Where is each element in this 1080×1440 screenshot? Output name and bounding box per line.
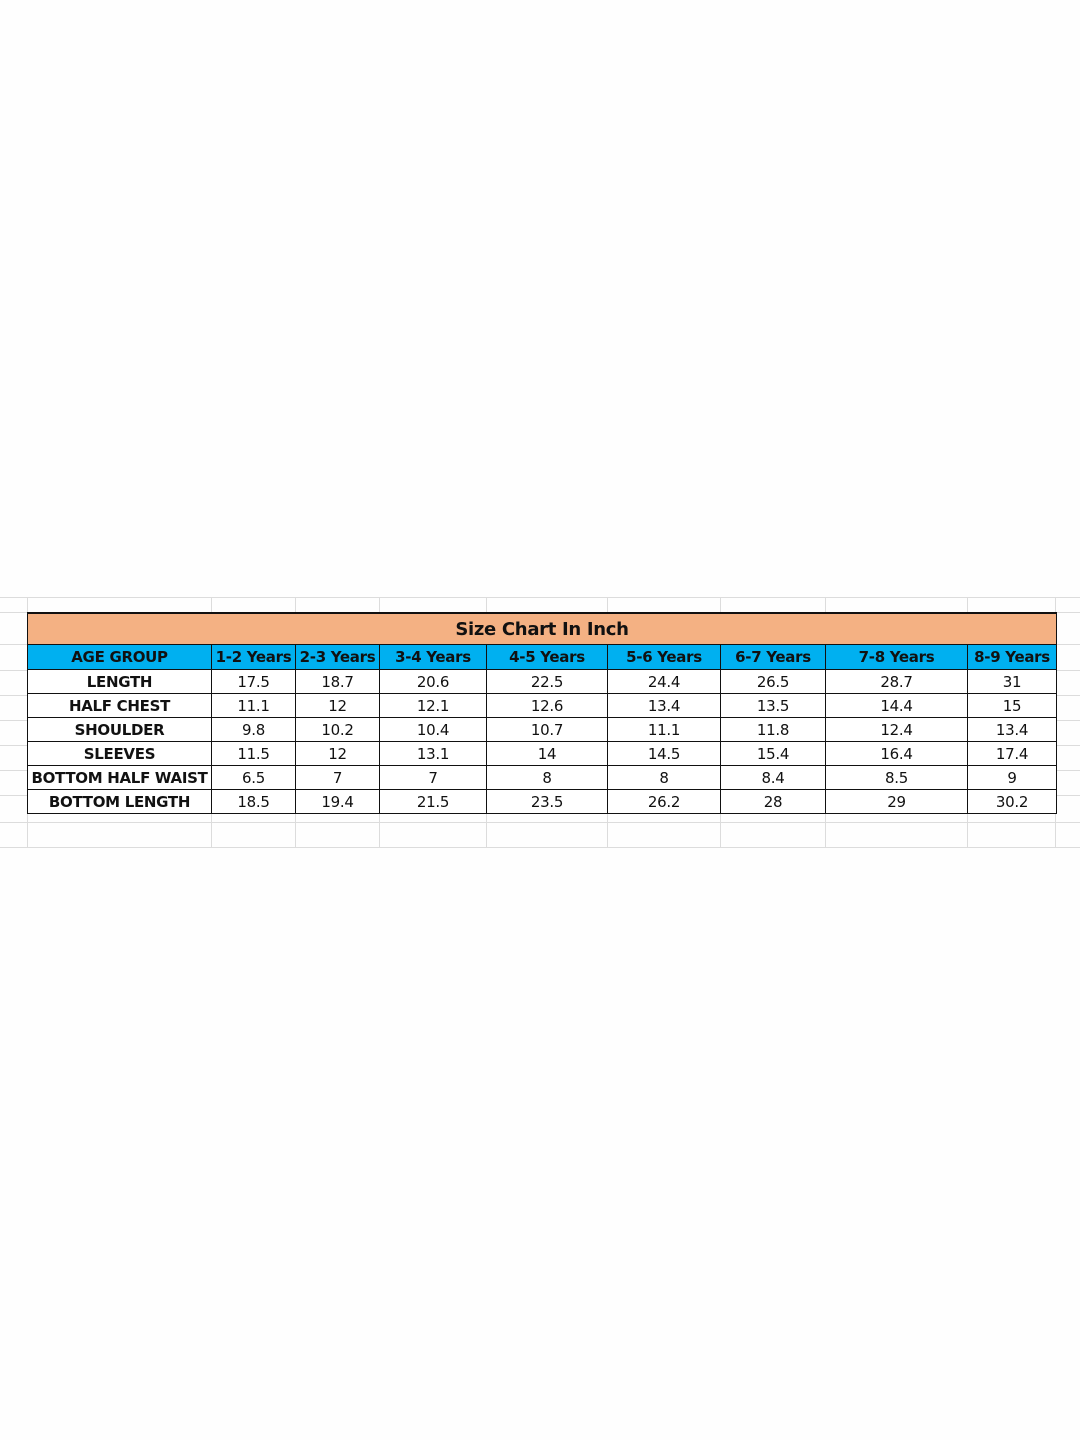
row-label: SLEEVES	[27, 741, 212, 766]
table-cell: 28	[720, 789, 826, 814]
table-row: SHOULDER 9.8 10.2 10.4 10.7 11.1 11.8 12.4 13.4	[27, 717, 1058, 742]
row-label: BOTTOM HALF WAIST	[27, 765, 212, 790]
table-cell: 12	[295, 741, 380, 766]
table-cell: 19.4	[295, 789, 380, 814]
table-cell: 13.4	[607, 693, 721, 718]
column-header: 4-5 Years	[486, 644, 608, 670]
table-row: HALF CHEST 11.1 12 12.1 12.6 13.4 13.5 14.4 15	[27, 693, 1058, 718]
table-cell: 22.5	[486, 669, 608, 694]
table-cell: 20.6	[379, 669, 487, 694]
table-cell: 15.4	[720, 741, 826, 766]
table-cell: 16.4	[825, 741, 968, 766]
row-label: BOTTOM LENGTH	[27, 789, 212, 814]
table-cell: 28.7	[825, 669, 968, 694]
table-cell: 9.8	[211, 717, 296, 742]
table-cell: 18.7	[295, 669, 380, 694]
table-row: BOTTOM HALF WAIST 6.5 7 7 8 8 8.4 8.5 9	[27, 765, 1058, 790]
table-title: Size Chart In Inch	[26, 612, 1058, 645]
table-row: BOTTOM LENGTH 18.5 19.4 21.5 23.5 26.2 28 29 30.…	[27, 789, 1058, 814]
table-cell: 13.1	[379, 741, 487, 766]
table-cell: 15	[966, 693, 1058, 718]
column-header: 3-4 Years	[379, 644, 487, 670]
table-cell: 10.7	[486, 717, 608, 742]
table-cell: 10.4	[379, 717, 487, 742]
table-row: LENGTH 17.5 18.7 20.6 22.5 24.4 26.5 28.7 31	[27, 669, 1058, 694]
table-cell: 14	[486, 741, 608, 766]
table-cell: 29	[825, 789, 968, 814]
table-cell: 17.5	[211, 669, 296, 694]
table-cell: 11.1	[211, 693, 296, 718]
table-cell: 8.4	[720, 765, 826, 790]
table-cell: 9	[966, 765, 1058, 790]
table-cell: 31	[966, 669, 1058, 694]
header-row: AGE GROUP 1-2 Years 2-3 Years 3-4 Years …	[27, 644, 1058, 670]
table-cell: 18.5	[211, 789, 296, 814]
size-chart-table: Size Chart In Inch AGE GROUP 1-2 Years 2…	[26, 612, 1058, 814]
row-label: SHOULDER	[27, 717, 212, 742]
column-header: 7-8 Years	[825, 644, 968, 670]
column-header: 8-9 Years	[966, 644, 1058, 670]
table-cell: 11.1	[607, 717, 721, 742]
column-header: AGE GROUP	[27, 644, 212, 670]
column-header: 2-3 Years	[295, 644, 380, 670]
table-cell: 11.5	[211, 741, 296, 766]
table-cell: 10.2	[295, 717, 380, 742]
table-cell: 17.4	[966, 741, 1058, 766]
table-cell: 8	[486, 765, 608, 790]
table-cell: 6.5	[211, 765, 296, 790]
row-label: HALF CHEST	[27, 693, 212, 718]
table-cell: 13.5	[720, 693, 826, 718]
table-cell: 13.4	[966, 717, 1058, 742]
table-cell: 23.5	[486, 789, 608, 814]
column-header: 1-2 Years	[211, 644, 296, 670]
table-cell: 12.6	[486, 693, 608, 718]
gridline	[0, 847, 1080, 848]
table-cell: 7	[295, 765, 380, 790]
gridline	[0, 597, 1080, 598]
row-label: LENGTH	[27, 669, 212, 694]
table-cell: 26.5	[720, 669, 826, 694]
table-cell: 8	[607, 765, 721, 790]
table-cell: 24.4	[607, 669, 721, 694]
table-cell: 21.5	[379, 789, 487, 814]
table-cell: 12	[295, 693, 380, 718]
table-cell: 26.2	[607, 789, 721, 814]
gridline	[0, 822, 1080, 823]
table-cell: 14.5	[607, 741, 721, 766]
table-row: SLEEVES 11.5 12 13.1 14 14.5 15.4 16.4 17.4	[27, 741, 1058, 766]
table-cell: 14.4	[825, 693, 968, 718]
table-cell: 7	[379, 765, 487, 790]
table-cell: 12.1	[379, 693, 487, 718]
column-header: 6-7 Years	[720, 644, 826, 670]
table-cell: 12.4	[825, 717, 968, 742]
table-cell: 30.2	[966, 789, 1058, 814]
column-header: 5-6 Years	[607, 644, 721, 670]
table-cell: 11.8	[720, 717, 826, 742]
table-cell: 8.5	[825, 765, 968, 790]
